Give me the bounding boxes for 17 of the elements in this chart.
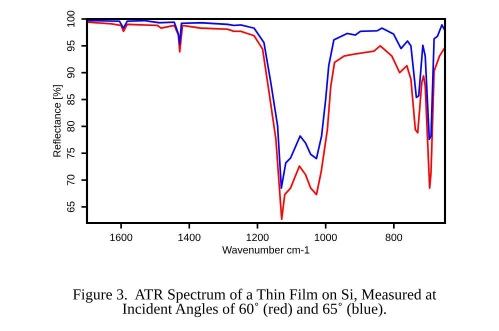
x-tick-label: 800 (386, 234, 402, 242)
caption: Figure 3. ATR Spectrum of a Thin Film on Si, Measured at Incident Angles of 60˚ (red) and 65˚ (blue). (73, 288, 436, 318)
y-tick-label: 65 (67, 202, 75, 212)
x-tick-label: 1000 (314, 234, 337, 242)
y-tick-label: 85 (67, 94, 75, 105)
x-tick-label: 1400 (178, 234, 200, 242)
y-tick-label: 90 (67, 67, 75, 78)
y-tick-label: 70 (67, 174, 75, 186)
y-tick-label: 95 (67, 40, 75, 52)
y-axis-title: Reflectance [%] (52, 85, 63, 157)
y-tick-label: 80 (67, 120, 75, 132)
x-axis-title: Wavenumber cm-1 (222, 246, 310, 254)
x-tick-label: 1600 (110, 234, 132, 242)
x-tick-label: 1200 (246, 234, 269, 242)
y-tick-label: 100 (67, 10, 75, 27)
y-tick-label: 75 (67, 148, 75, 158)
line-series (88, 21, 445, 220)
